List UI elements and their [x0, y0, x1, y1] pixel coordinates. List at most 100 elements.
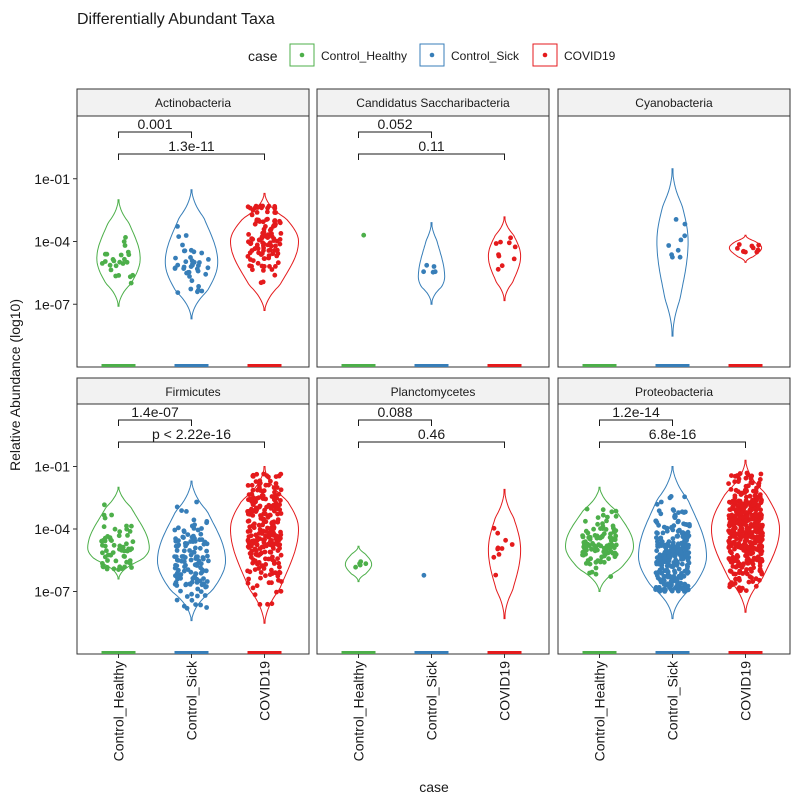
- data-point: [748, 566, 753, 572]
- data-point: [176, 234, 182, 240]
- data-point: [657, 552, 663, 558]
- legend-item-control-healthy: Control_Healthy: [289, 43, 407, 67]
- violin-outline: [656, 168, 689, 337]
- data-point: [205, 265, 211, 271]
- significance-bracket: 6.8e-16: [599, 426, 746, 448]
- data-point: [685, 557, 691, 563]
- data-point: [101, 524, 107, 530]
- data-point: [613, 552, 618, 557]
- data-point: [512, 244, 518, 250]
- data-point: [99, 261, 105, 266]
- data-point: [124, 541, 129, 547]
- facet-strip-label: Actinobacteria: [155, 96, 231, 110]
- data-point: [172, 554, 178, 559]
- data-point: [260, 240, 265, 246]
- data-point: [258, 570, 264, 575]
- data-point: [127, 558, 133, 563]
- data-point: [656, 508, 662, 514]
- data-point: [263, 482, 269, 488]
- data-point: [121, 239, 127, 245]
- facet-plot-area: [316, 403, 550, 655]
- data-point: [750, 534, 755, 540]
- x-tick-label: Control_Healthy: [111, 661, 127, 761]
- data-point: [353, 564, 358, 570]
- data-point: [745, 555, 750, 561]
- data-point: [254, 583, 260, 589]
- data-point: [742, 539, 748, 544]
- data-point: [261, 264, 267, 269]
- x-axis-title: case: [419, 779, 449, 795]
- data-point: [268, 478, 273, 484]
- legend-label: Control_Sick: [451, 49, 520, 63]
- data-point: [256, 531, 262, 536]
- data-point: [749, 523, 754, 529]
- data-point: [663, 568, 669, 574]
- data-point: [256, 217, 261, 223]
- data-point: [130, 539, 136, 545]
- data-point: [747, 509, 753, 514]
- data-point: [610, 523, 616, 529]
- data-point: [675, 528, 681, 534]
- data-point: [271, 526, 277, 532]
- data-point: [675, 533, 681, 539]
- data-point: [256, 566, 262, 571]
- data-point: [250, 267, 255, 273]
- data-point: [491, 525, 497, 531]
- data-point: [184, 270, 190, 276]
- data-point: [605, 514, 610, 520]
- data-point: [600, 524, 606, 529]
- data-point: [255, 260, 261, 266]
- data-point: [726, 545, 732, 550]
- data-point: [744, 494, 749, 500]
- data-point: [195, 287, 201, 293]
- data-point: [254, 507, 259, 513]
- data-point: [668, 578, 674, 584]
- data-point: [205, 553, 210, 559]
- data-point: [251, 525, 257, 531]
- data-point: [669, 252, 674, 258]
- data-point: [733, 525, 738, 531]
- data-point: [126, 252, 132, 258]
- data-point: [673, 217, 679, 222]
- y-tick-label: 1e-07: [34, 584, 70, 600]
- data-point: [658, 535, 664, 541]
- significance-bracket: 1.3e-11: [118, 138, 265, 160]
- data-point: [754, 518, 759, 524]
- data-point: [250, 236, 256, 242]
- significance-bracket: 0.088: [358, 404, 432, 426]
- data-point: [677, 254, 683, 260]
- x-tick-label: Control_Sick: [424, 660, 440, 740]
- data-point: [258, 252, 264, 257]
- group-covid19: [710, 459, 781, 654]
- significance-bracket: 0.11: [358, 138, 505, 160]
- data-point: [272, 218, 278, 223]
- data-point: [749, 473, 755, 479]
- data-point: [733, 487, 739, 493]
- data-point: [269, 231, 274, 237]
- data-point: [203, 271, 209, 277]
- data-point: [657, 556, 663, 562]
- data-point: [269, 494, 275, 499]
- facet-strip-label: Cyanobacteria: [635, 96, 713, 110]
- data-point: [737, 498, 743, 504]
- data-point: [737, 528, 743, 533]
- data-point: [245, 509, 251, 514]
- data-point: [256, 552, 262, 558]
- data-point: [252, 221, 258, 227]
- data-point: [247, 551, 253, 556]
- data-point: [511, 256, 517, 262]
- data-point: [277, 241, 283, 247]
- violin-outline: [487, 216, 522, 302]
- p-value-label: 1.3e-11: [168, 138, 215, 154]
- violin-outline: [710, 459, 781, 613]
- group-control-healthy: [96, 199, 141, 367]
- data-point: [200, 569, 205, 575]
- data-point: [265, 525, 270, 531]
- data-point: [108, 267, 114, 273]
- data-point: [274, 253, 280, 259]
- violin-outline: [564, 486, 635, 592]
- data-point: [255, 535, 260, 541]
- data-point: [674, 577, 680, 583]
- data-point: [613, 508, 619, 514]
- data-point: [670, 548, 676, 554]
